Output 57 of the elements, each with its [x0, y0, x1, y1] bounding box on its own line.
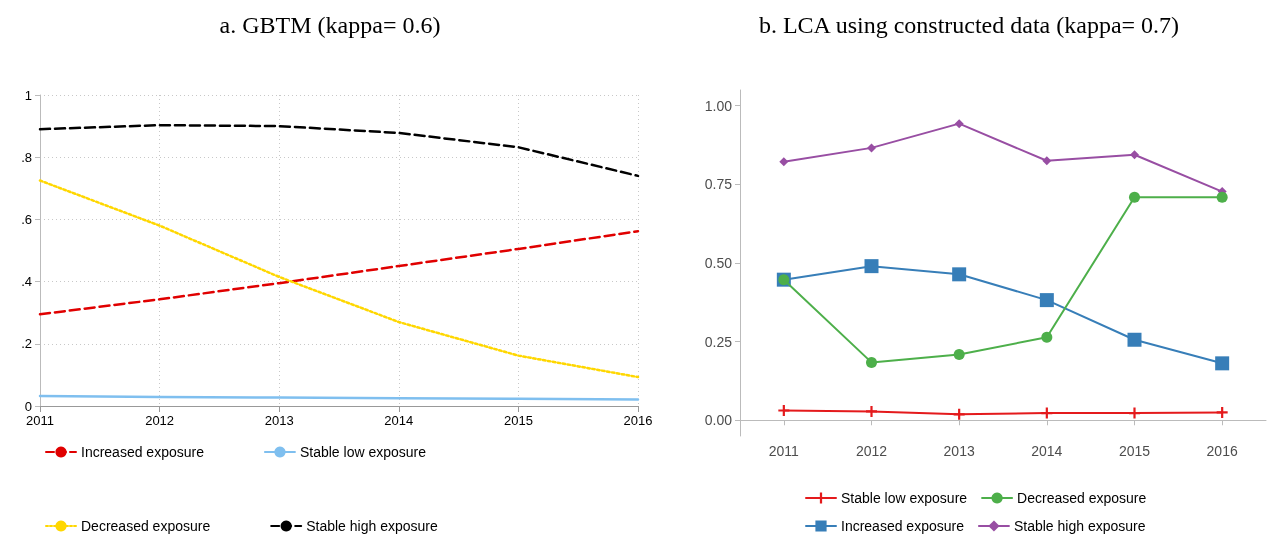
x-tick-label: 2013 [943, 443, 975, 459]
line-series [38, 123, 640, 178]
line-series [38, 229, 640, 316]
point [1129, 191, 1140, 203]
x-tick-label: 2012 [145, 413, 175, 428]
y-tick-label: .2 [21, 336, 32, 352]
line-series [38, 179, 640, 379]
y-tick-label: 0 [24, 398, 32, 414]
point [1039, 293, 1054, 308]
point [866, 356, 877, 368]
y-tick-label: 0.75 [704, 176, 733, 193]
chart-title: b. LCA using constructed data (kappa= 0.7) [758, 12, 1180, 38]
legend-label: Stable high exposure [306, 518, 438, 534]
point [953, 349, 965, 361]
y-tick-label: 1.00 [704, 97, 733, 114]
y-tick-label: .4 [21, 274, 32, 290]
x-tick-label: 2012 [855, 443, 888, 459]
y-tick-label: .8 [21, 149, 32, 165]
x-tick-label: 2016 [623, 413, 653, 428]
y-tick-label: 0.25 [704, 333, 733, 350]
legend-label: Increased exposure [81, 444, 205, 460]
legend-label: Increased exposure [841, 518, 965, 534]
point [778, 405, 790, 417]
point [1042, 156, 1052, 166]
point [1127, 332, 1142, 347]
point [1129, 407, 1140, 419]
point [864, 259, 879, 274]
x-tick-label: 2011 [768, 443, 800, 459]
point [1041, 331, 1053, 343]
point [1216, 191, 1228, 203]
point [1216, 406, 1228, 418]
point [779, 157, 789, 167]
legend-label: Stable high exposure [1013, 518, 1146, 534]
x-tick-label: 2015 [1118, 443, 1151, 459]
x-tick-label: 2016 [1206, 443, 1238, 459]
legend-label: Decreased exposure [1017, 490, 1147, 506]
legend-label: Stable low exposure [841, 490, 968, 506]
legend-label: Decreased exposure [81, 518, 211, 534]
x-tick-label: 2011 [26, 413, 54, 428]
point [1130, 150, 1139, 160]
x-tick-label: 2015 [503, 413, 533, 428]
point [952, 267, 967, 282]
chart-title: a. GBTM (kappa= 0.6) [219, 12, 441, 38]
point [953, 408, 965, 420]
x-tick-label: 2013 [264, 413, 294, 428]
x-tick-label: 2014 [1031, 443, 1063, 459]
point [1215, 356, 1230, 371]
y-tick-label: 0.00 [704, 412, 733, 429]
y-tick-label: 0.50 [704, 255, 733, 271]
x-tick-label: 2014 [384, 413, 414, 428]
point [866, 405, 877, 417]
y-tick-label: .6 [21, 211, 32, 227]
y-tick-label: 1 [24, 87, 32, 103]
point [1041, 407, 1053, 419]
legend-label: Stable low exposure [299, 444, 427, 460]
point [954, 119, 964, 129]
point [867, 143, 876, 153]
